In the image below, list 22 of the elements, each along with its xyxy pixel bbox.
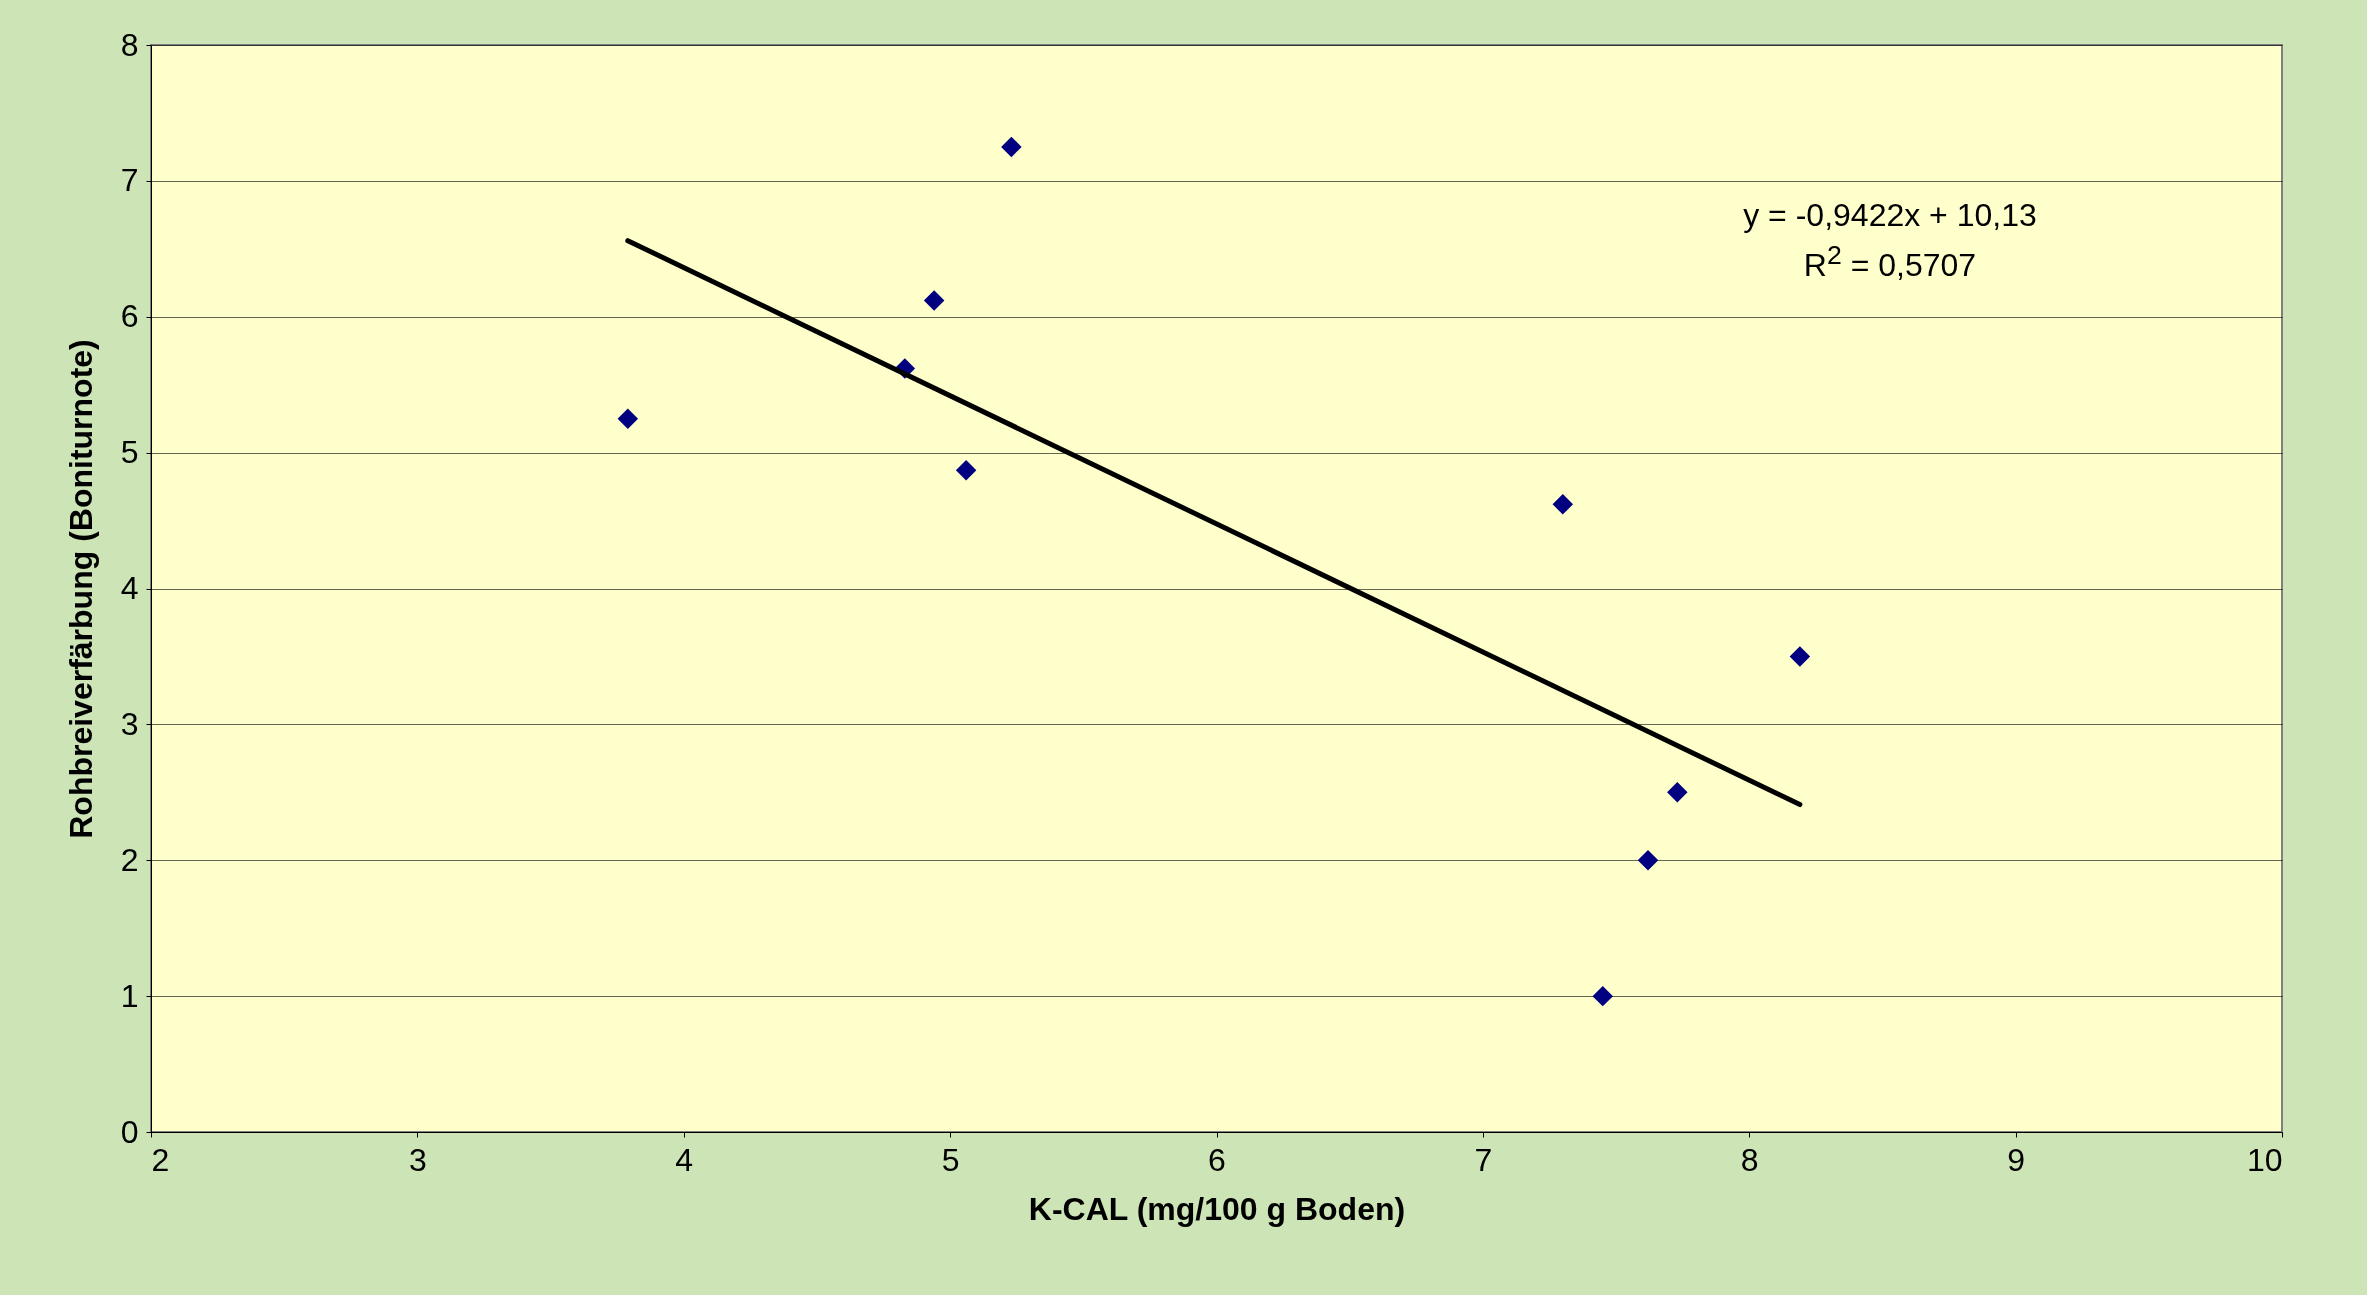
x-tick-label: 8 <box>1740 1141 1759 1178</box>
annotation: R$^{2}$ = 0,5707 <box>1802 239 1978 285</box>
x-tick-label: 3 <box>408 1141 427 1178</box>
annotation: y = -0,9422x + 10,13 <box>1742 196 2038 235</box>
x-tick-label: 9 <box>2007 1141 2026 1178</box>
x-tick-label: 2 <box>151 1141 170 1178</box>
x-axis-title: K-CAL (mg/100 g Boden) <box>1028 1190 1406 1227</box>
y-tick-label: 1 <box>120 977 139 1014</box>
x-tick-label: 7 <box>1474 1141 1493 1178</box>
y-tick-label: 6 <box>120 298 139 335</box>
x-tick-label: 5 <box>941 1141 960 1178</box>
y-tick-label: 2 <box>120 841 139 878</box>
y-tick-label: 4 <box>120 570 139 606</box>
y-tick-label: 0 <box>120 1113 139 1150</box>
x-tick-label: 4 <box>675 1141 694 1178</box>
x-tick-label: 6 <box>1208 1141 1226 1178</box>
y-tick-label: 5 <box>120 434 139 471</box>
y-tick-label: 7 <box>120 162 139 199</box>
y-tick-label: 8 <box>120 26 139 63</box>
x-tick-label: 10 <box>2246 1141 2283 1178</box>
y-axis-title: Rohbreiverfärbung (Boniturnote) <box>62 339 99 839</box>
y-tick-label: 3 <box>120 705 139 742</box>
